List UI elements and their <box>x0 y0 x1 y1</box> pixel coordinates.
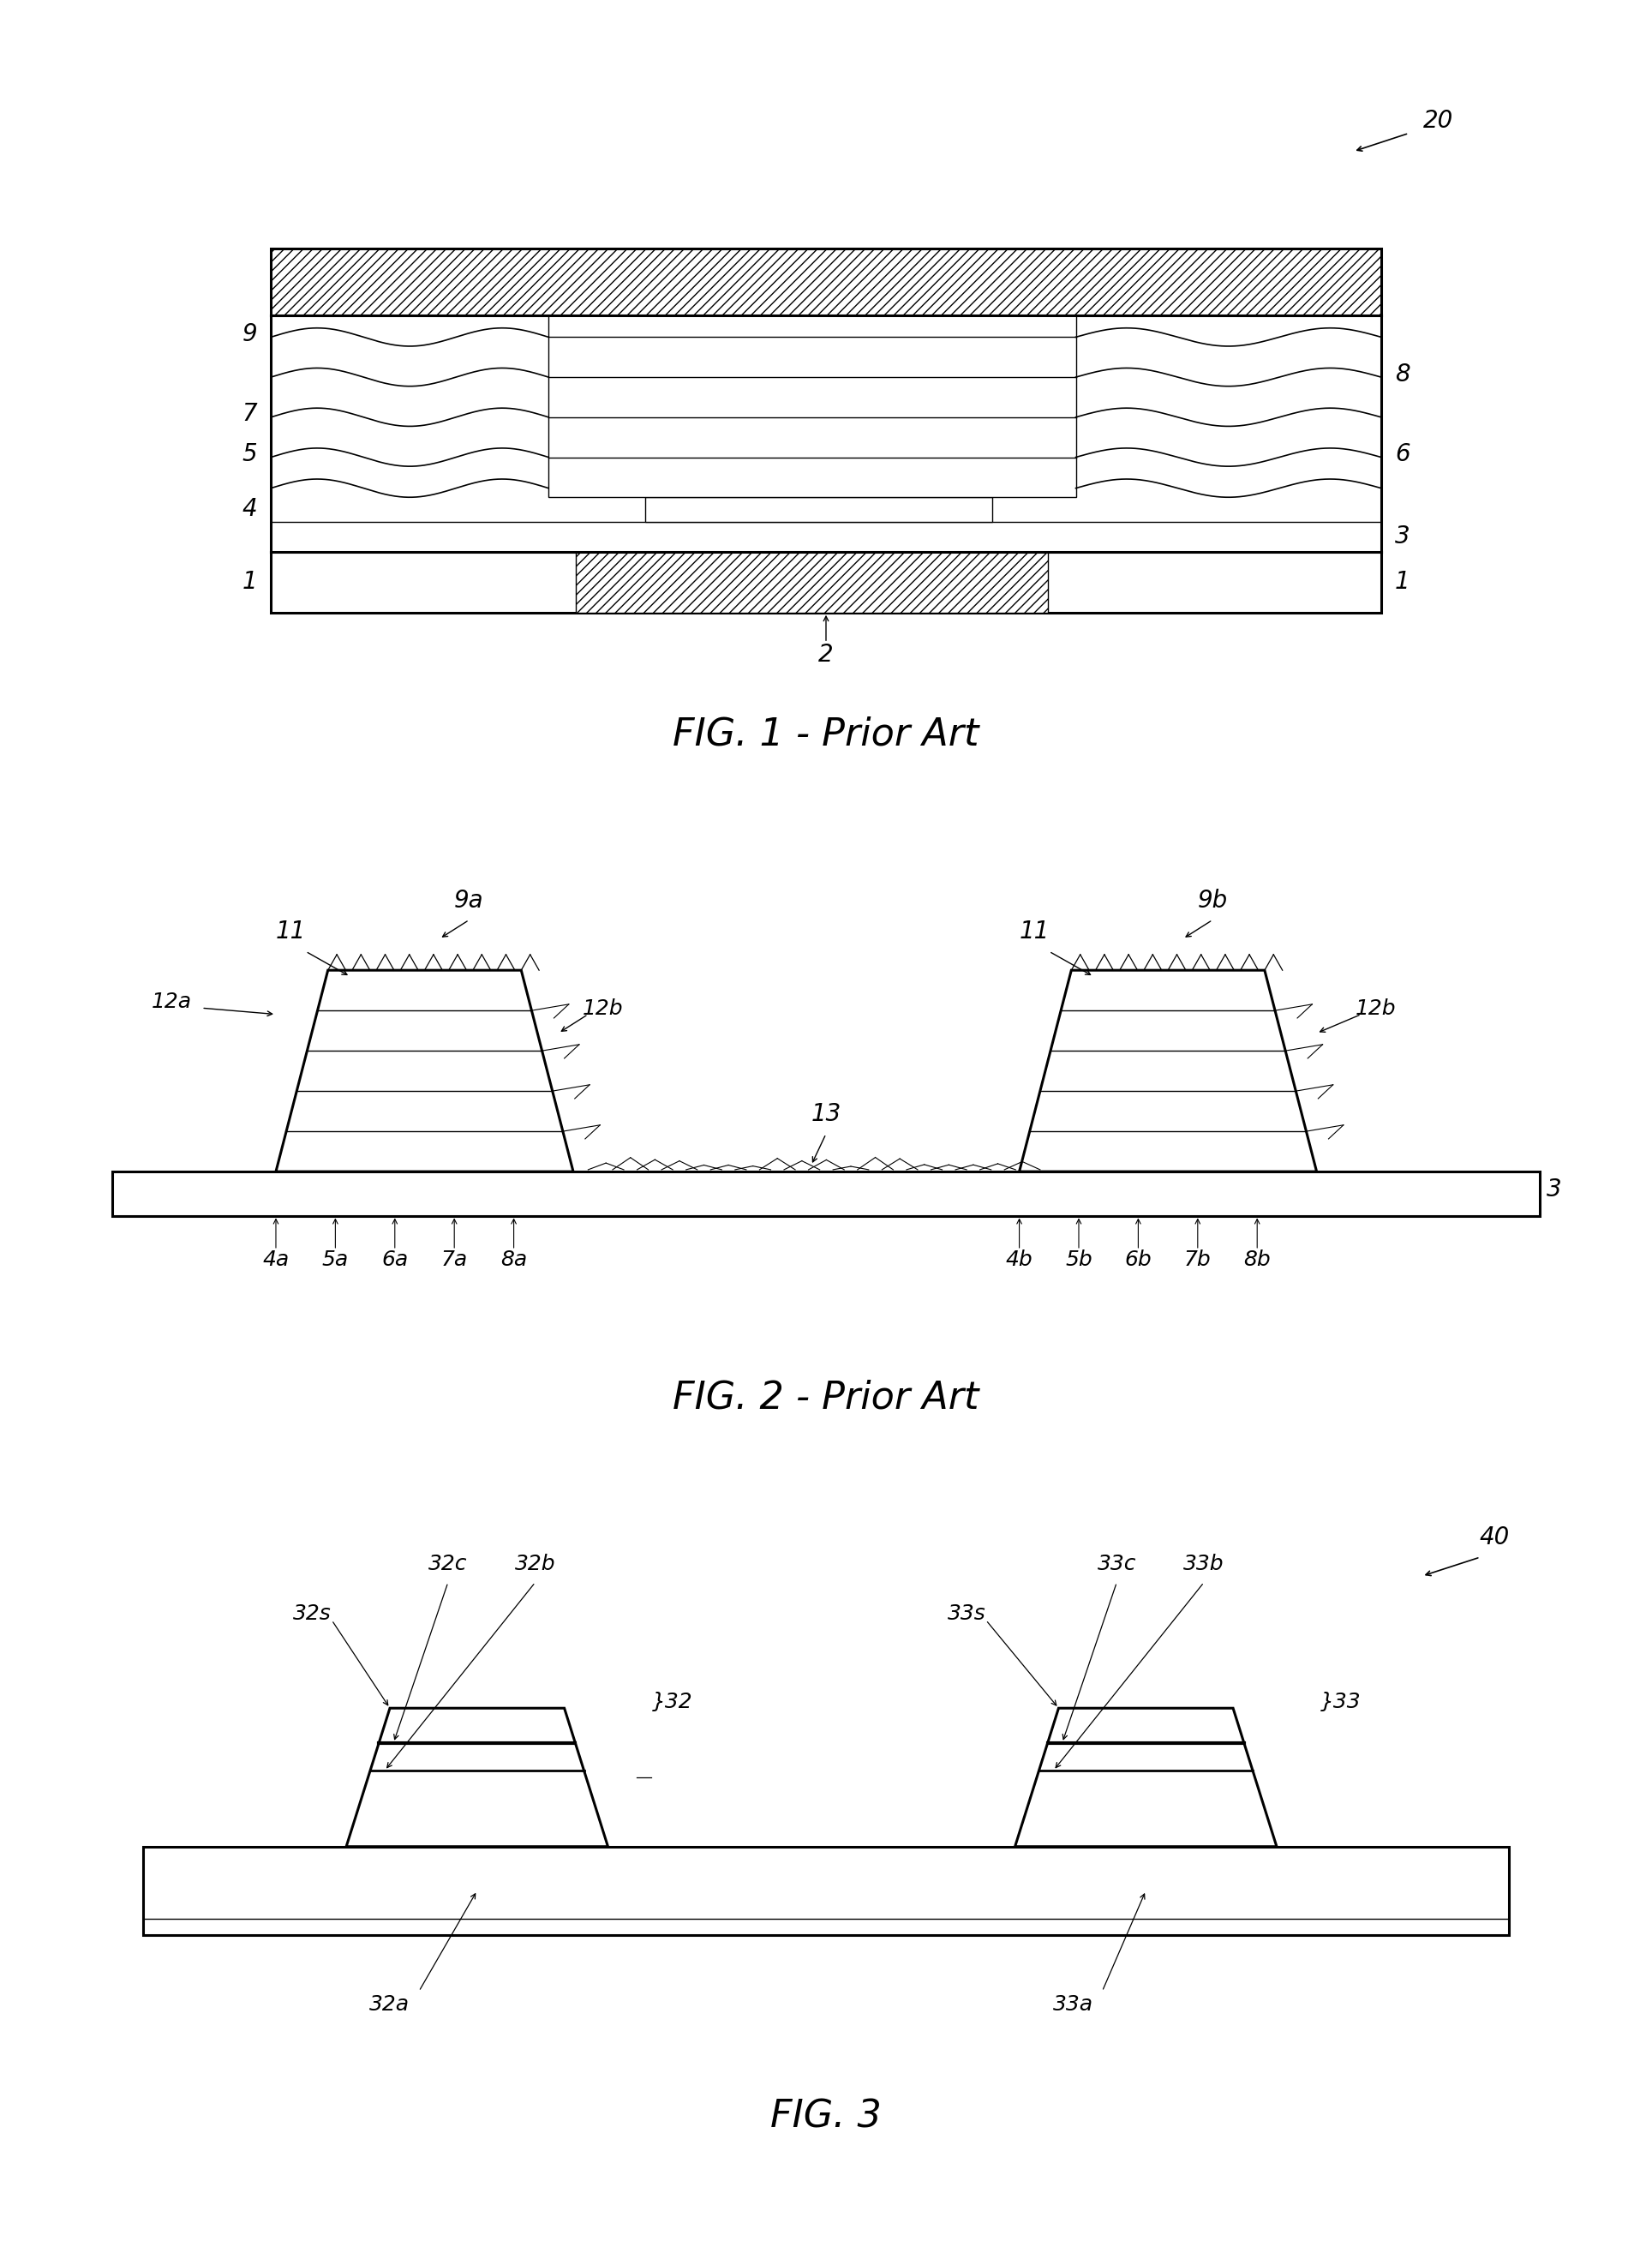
Text: 1: 1 <box>241 571 258 593</box>
Text: 12b: 12b <box>1356 998 1396 1018</box>
Text: 6a: 6a <box>382 1249 408 1270</box>
Text: 33b: 33b <box>1183 1553 1224 1575</box>
Polygon shape <box>1019 971 1317 1171</box>
Text: 40: 40 <box>1480 1526 1510 1550</box>
Text: 11: 11 <box>1019 919 1049 944</box>
Text: 12b: 12b <box>583 998 623 1018</box>
Text: 9a: 9a <box>454 888 484 912</box>
Text: 32s: 32s <box>294 1604 332 1625</box>
Text: 6b: 6b <box>1125 1249 1151 1270</box>
Bar <box>271 553 1381 613</box>
Text: FIG. 3: FIG. 3 <box>770 2099 882 2135</box>
Bar <box>271 249 1381 315</box>
Text: 8b: 8b <box>1244 1249 1270 1270</box>
Bar <box>577 553 1047 613</box>
Text: 3: 3 <box>1394 526 1411 548</box>
Text: 3: 3 <box>1546 1177 1563 1202</box>
Text: 1: 1 <box>1394 571 1411 593</box>
Polygon shape <box>347 1708 608 1847</box>
Text: 8a: 8a <box>501 1249 527 1270</box>
Text: 2: 2 <box>818 643 834 667</box>
Text: FIG. 1 - Prior Art: FIG. 1 - Prior Art <box>672 715 980 753</box>
Text: 5: 5 <box>241 443 258 465</box>
Text: 33c: 33c <box>1097 1553 1137 1575</box>
Text: 13: 13 <box>811 1103 841 1126</box>
Text: 5a: 5a <box>322 1249 349 1270</box>
Text: 33a: 33a <box>1052 1993 1094 2016</box>
Text: 9: 9 <box>241 321 258 346</box>
Text: 11: 11 <box>276 919 306 944</box>
Bar <box>142 1847 1510 1935</box>
Text: }32: }32 <box>651 1692 692 1712</box>
Text: 33s: 33s <box>948 1604 986 1625</box>
Polygon shape <box>1014 1708 1277 1847</box>
Text: 4b: 4b <box>1006 1249 1032 1270</box>
Text: 9b: 9b <box>1198 888 1227 912</box>
Text: 7b: 7b <box>1184 1249 1211 1270</box>
Text: 7a: 7a <box>441 1249 468 1270</box>
Text: }33: }33 <box>1320 1692 1361 1712</box>
Text: FIG. 2 - Prior Art: FIG. 2 - Prior Art <box>672 1380 980 1416</box>
Text: 32b: 32b <box>515 1553 555 1575</box>
Text: 32a: 32a <box>370 1993 410 2016</box>
Text: 8: 8 <box>1394 362 1411 386</box>
Text: 12a: 12a <box>152 991 192 1013</box>
Text: 20: 20 <box>1422 110 1452 133</box>
Bar <box>646 497 993 521</box>
Bar <box>271 521 1381 553</box>
Polygon shape <box>276 971 573 1171</box>
Text: 4a: 4a <box>263 1249 289 1270</box>
Text: 7: 7 <box>241 402 258 427</box>
Text: 32c: 32c <box>428 1553 468 1575</box>
Text: 4: 4 <box>241 497 258 521</box>
Text: 6: 6 <box>1394 443 1411 465</box>
Bar <box>112 1171 1540 1216</box>
Bar <box>548 315 1075 497</box>
Text: 5b: 5b <box>1066 1249 1092 1270</box>
